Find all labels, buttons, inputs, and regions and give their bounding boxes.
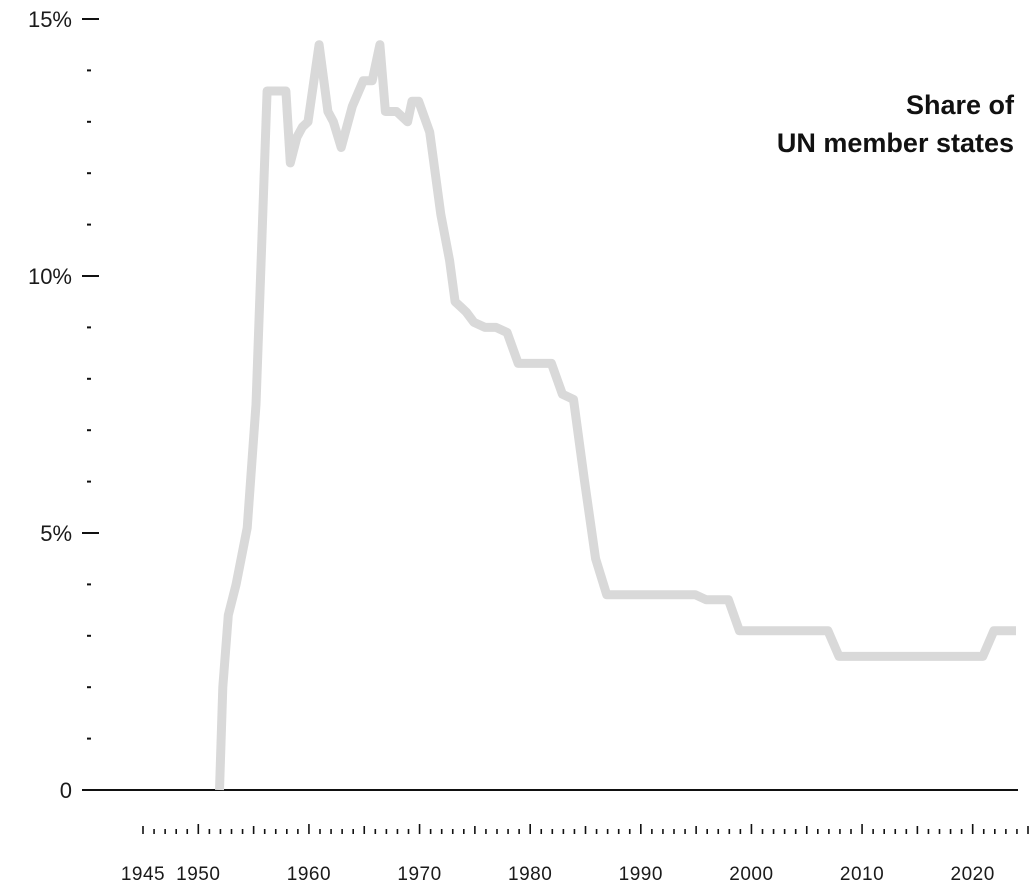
x-tick-label: 1970: [397, 864, 441, 885]
x-tick-label: 1980: [508, 864, 552, 885]
x-tick-label: 2000: [729, 864, 773, 885]
series-layer: [215, 40, 1016, 791]
x-tick-label: 1990: [619, 864, 663, 885]
chart-title: Share of UN member states: [777, 86, 1014, 162]
y-tick-label: 0: [60, 778, 72, 803]
y-axis: 0 5% 10% 15%: [28, 7, 99, 803]
x-axis: 1945 1950 1960 1970 1980 1990 2000 2010 2020: [121, 824, 1029, 885]
y-tick-label: 5%: [40, 521, 72, 546]
x-tick-label: 1960: [287, 864, 331, 885]
x-tick-label: 2020: [951, 864, 995, 885]
x-tick-label: 2010: [840, 864, 884, 885]
y-tick-label: 10%: [28, 264, 72, 289]
x-tick-label: 1950: [176, 864, 220, 885]
x-tick-label: 1945: [121, 864, 165, 885]
chart-title-line-1: Share of: [905, 90, 1014, 120]
y-tick-label: 15%: [28, 7, 72, 32]
chart-title-line-2: UN member states: [776, 128, 1014, 158]
series-line: [215, 40, 1016, 791]
